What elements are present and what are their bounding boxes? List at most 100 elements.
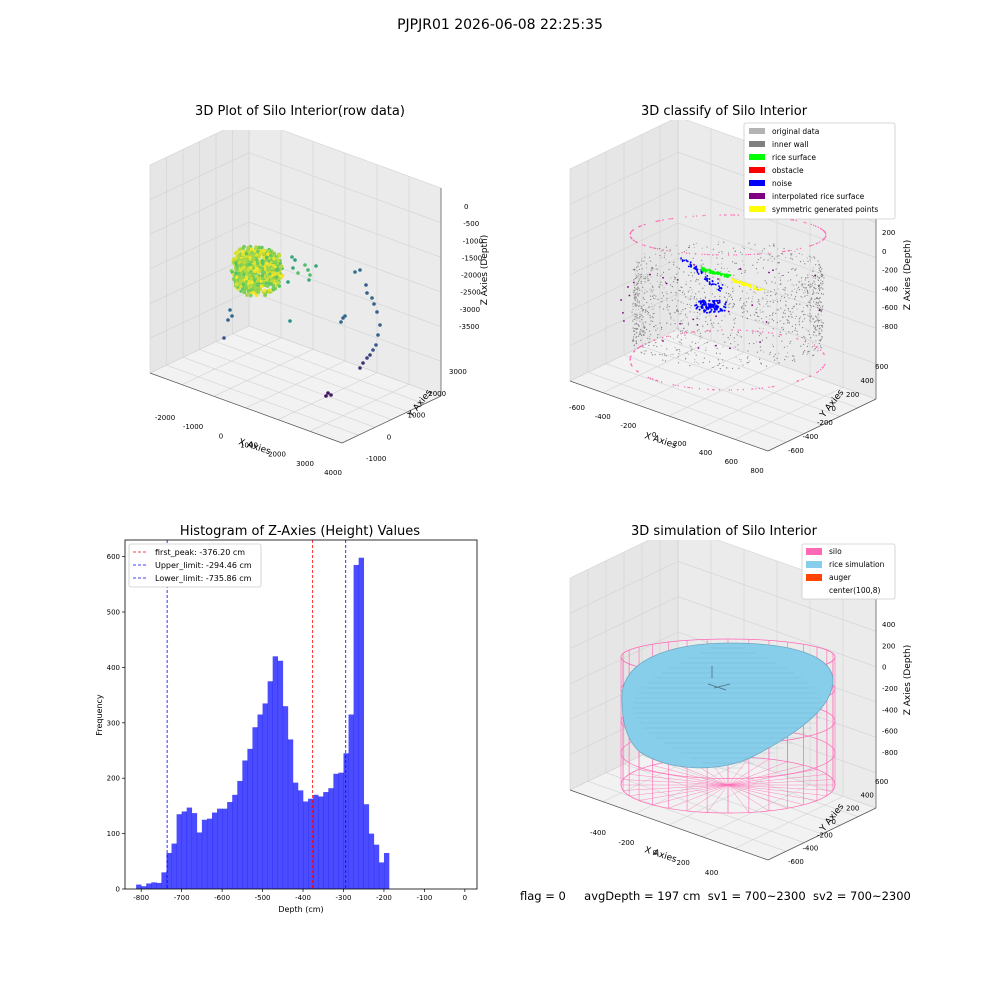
wall-point xyxy=(699,306,701,308)
wall-point xyxy=(806,257,808,259)
tick-label: 400 xyxy=(882,621,895,629)
wall-point xyxy=(716,288,718,290)
wall-point xyxy=(638,287,640,289)
silo-point xyxy=(662,219,664,221)
wall-point xyxy=(756,315,759,317)
gridline xyxy=(248,152,442,223)
silo-point xyxy=(630,237,633,239)
noise-point xyxy=(724,301,727,304)
noise-point xyxy=(694,304,697,307)
wall-point xyxy=(808,350,810,353)
panel2-zlabel: Z Axies (Depth) xyxy=(903,240,913,311)
wall-point xyxy=(725,367,728,369)
wall-point xyxy=(698,318,701,320)
wall-point xyxy=(761,250,763,252)
wall-point xyxy=(818,331,820,333)
wall-point xyxy=(687,324,690,326)
wall-point xyxy=(644,289,646,291)
histogram-bar xyxy=(227,802,233,889)
silo-point xyxy=(820,368,822,371)
wall-point xyxy=(668,268,670,271)
tick-label: 600 xyxy=(733,879,746,880)
data-point xyxy=(288,319,292,323)
wall-point xyxy=(727,367,729,369)
silo-point xyxy=(655,220,657,223)
wall-point xyxy=(641,260,643,262)
silo-point xyxy=(767,332,770,334)
wall-point xyxy=(772,345,774,348)
wall-point xyxy=(755,311,757,313)
wall-point xyxy=(639,305,641,307)
wall-point xyxy=(745,298,747,300)
wall-point xyxy=(685,337,687,339)
wall-point xyxy=(731,298,734,301)
silo-spoke xyxy=(727,765,804,786)
noise-point xyxy=(696,306,699,309)
data-point xyxy=(247,262,252,267)
histogram-bar xyxy=(277,660,284,889)
wall-point xyxy=(655,342,657,344)
wall-point xyxy=(637,277,639,279)
wall-point xyxy=(737,331,739,334)
wall-point xyxy=(817,306,819,309)
data-point xyxy=(260,262,265,266)
data-point xyxy=(267,262,272,267)
wall-point xyxy=(813,281,816,283)
wall-point xyxy=(816,319,818,322)
wall-point xyxy=(818,308,820,310)
wall-point xyxy=(656,268,658,271)
wall-point xyxy=(751,301,753,303)
silo-point xyxy=(656,248,659,250)
wall-point xyxy=(803,318,805,320)
legend-swatch xyxy=(749,128,765,134)
tick-label: 2000 xyxy=(428,390,446,398)
wall-point xyxy=(769,315,771,317)
wall-point xyxy=(636,317,638,319)
silo-point xyxy=(630,231,632,234)
y-tick-label: 100 xyxy=(107,830,120,838)
wall-point xyxy=(652,320,654,323)
silo-point xyxy=(758,253,760,255)
wall-point xyxy=(779,331,781,333)
silo-point xyxy=(733,254,735,256)
wall-point xyxy=(669,336,672,338)
wall-point xyxy=(818,332,820,335)
wall-point xyxy=(733,337,735,339)
wall-point xyxy=(684,315,686,317)
silo-point xyxy=(669,250,671,252)
silo-point xyxy=(791,219,793,221)
wall-point xyxy=(643,292,646,294)
data-point xyxy=(308,273,312,277)
data-point xyxy=(241,275,246,280)
silo-point xyxy=(803,221,806,224)
wall-point xyxy=(762,327,764,330)
wall-point xyxy=(822,288,824,290)
wall-point xyxy=(810,306,812,308)
data-point xyxy=(238,247,242,251)
silo-point xyxy=(630,363,632,365)
wall-point xyxy=(686,303,688,305)
wall-point xyxy=(646,310,648,313)
wall-point xyxy=(818,287,820,289)
wall-point xyxy=(737,268,739,270)
histogram-bar xyxy=(363,804,370,889)
wall-point xyxy=(663,287,665,289)
wall-point xyxy=(821,283,823,286)
wall-point xyxy=(643,304,645,306)
tick-label: 600 xyxy=(875,778,888,786)
histogram-bar xyxy=(151,882,157,889)
wall-point xyxy=(812,292,814,295)
silo-point xyxy=(727,254,730,256)
wall-point xyxy=(686,352,688,354)
data-point xyxy=(266,265,271,270)
wall-point xyxy=(772,244,774,246)
wall-point xyxy=(674,347,676,349)
silo-point xyxy=(758,387,761,390)
wall-point xyxy=(666,348,668,350)
wall-point xyxy=(754,330,756,333)
silo-spoke xyxy=(623,779,729,786)
wall-point xyxy=(656,280,659,283)
